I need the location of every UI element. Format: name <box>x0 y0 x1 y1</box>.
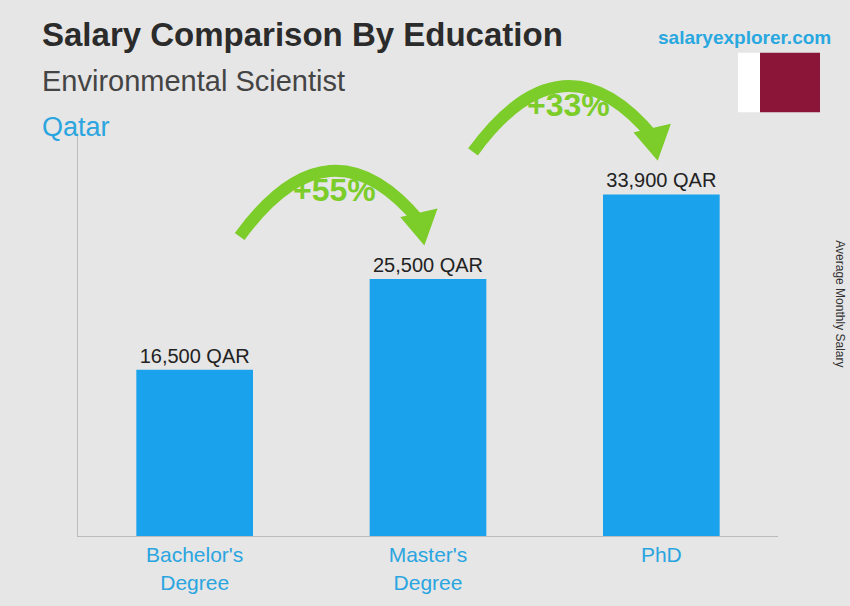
svg-text:33,900 QAR: 33,900 QAR <box>606 169 716 191</box>
svg-text:25,500 QAR: 25,500 QAR <box>373 254 483 276</box>
svg-text:Qatar: Qatar <box>42 112 110 142</box>
svg-text:Bachelor'sDegree: Bachelor'sDegree <box>146 543 243 593</box>
svg-text:Master'sDegree: Master'sDegree <box>389 543 468 593</box>
svg-text:+33%: +33% <box>527 87 610 123</box>
svg-text:Environmental Scientist: Environmental Scientist <box>42 65 345 97</box>
svg-text:salaryexplorer.com: salaryexplorer.com <box>658 27 831 48</box>
svg-text:PhD: PhD <box>641 543 682 566</box>
svg-text:Average Monthly Salary: Average Monthly Salary <box>833 240 847 367</box>
svg-text:Salary Comparison By Education: Salary Comparison By Education <box>42 16 563 53</box>
svg-text:+55%: +55% <box>293 172 376 208</box>
svg-text:16,500 QAR: 16,500 QAR <box>140 345 250 367</box>
